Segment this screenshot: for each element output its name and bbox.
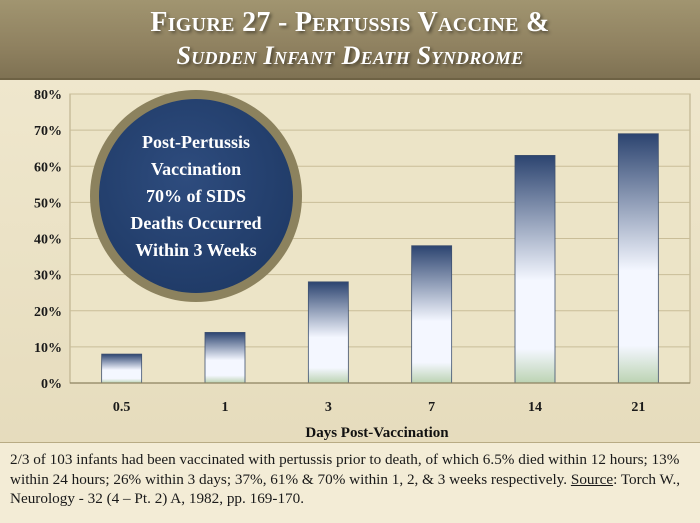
chart-title-line-1: Figure 27 - Pertussis Vaccine & <box>150 7 550 38</box>
bar-7 <box>411 245 453 384</box>
callout-line: Within 3 Weeks <box>135 240 256 260</box>
y-tick-label: 70% <box>34 124 62 139</box>
x-axis-label: Days Post-Vaccination <box>305 425 449 441</box>
bar-chart: 0% 10% 20% 30% 40% 50% 60% 70% 80% 0.5 1 3 7 14 21 Days… <box>34 88 691 441</box>
bar-14 <box>514 155 556 384</box>
x-tick-label: 3 <box>325 400 332 415</box>
y-tick-label: 60% <box>34 160 62 175</box>
chart-title-line-2: Sudden Infant Death Syndrome <box>176 41 524 70</box>
bar-0.5 <box>101 353 143 384</box>
footnote-body: 2/3 of 103 infants had been vaccinated w… <box>10 451 680 488</box>
footnote-text: 2/3 of 103 infants had been vaccinated w… <box>0 443 700 509</box>
title-banner: Figure 27 - Pertussis Vaccine & Sudden I… <box>0 0 700 80</box>
y-tick-label: 10% <box>34 341 62 356</box>
x-tick-label: 0.5 <box>113 400 131 415</box>
y-tick-label: 40% <box>34 233 62 248</box>
y-tick-label: 20% <box>34 305 62 320</box>
chart-area: 0% 10% 20% 30% 40% 50% 60% 70% 80% 0.5 1 3 7 14 21 Days… <box>0 80 700 442</box>
x-tick-label: 7 <box>428 400 435 415</box>
callout-circle <box>99 99 293 293</box>
y-tick-label: 0% <box>41 377 62 392</box>
callout-line: 70% of SIDS <box>146 186 246 206</box>
callout-line: Deaths Occurred <box>130 213 261 233</box>
y-tick-label: 80% <box>34 88 62 103</box>
source-citation: : Torch W., Neurology - 32 (4 – Pt. 2) A… <box>10 470 681 508</box>
callout-line: Post-Pertussis <box>142 132 250 152</box>
source-label: Source <box>570 470 614 488</box>
bar-1 <box>204 332 246 384</box>
callout-line: Vaccination <box>151 159 241 179</box>
x-tick-label: 14 <box>528 400 542 415</box>
bar-3 <box>307 281 349 384</box>
footnote: 2/3 of 103 infants had been vaccinated w… <box>0 442 700 523</box>
y-tick-label: 30% <box>34 269 62 284</box>
x-tick-label: 1 <box>222 400 229 415</box>
x-tick-label: 21 <box>631 400 645 415</box>
y-tick-label: 50% <box>34 196 62 211</box>
bar-21 <box>617 133 659 384</box>
